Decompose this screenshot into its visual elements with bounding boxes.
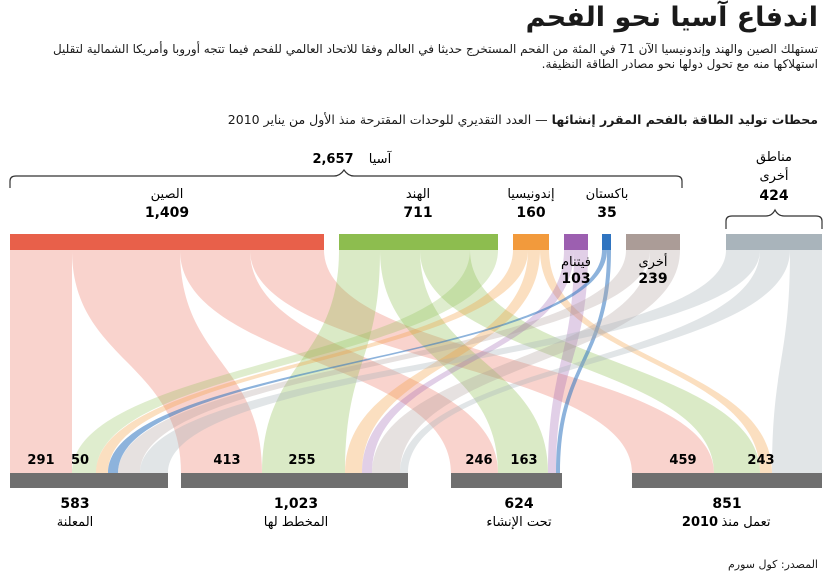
- value-asia-other: 239: [638, 271, 667, 287]
- flow-pakistan-construction: [556, 250, 611, 473]
- operating-label-2: 2010: [682, 515, 718, 530]
- bar-indonesia: [513, 234, 549, 250]
- planned-label: المخطط لها: [264, 515, 329, 530]
- flow-china-announced: [10, 250, 72, 473]
- label-indonesia: إندونيسيا: [507, 187, 554, 202]
- announced-asia-value: 50: [71, 453, 89, 468]
- construction-india-value: 163: [510, 453, 537, 468]
- flow-asia-other-planned: [372, 250, 680, 473]
- bar-planned: [181, 473, 408, 488]
- flow-india-planned: [262, 250, 380, 473]
- other-regions-brace: [725, 208, 823, 229]
- page-title: اندفاع آسيا نحو الفحم: [525, 2, 818, 33]
- chart-heading-bold: محطات توليد الطاقة بالفحم المقرر إنشائها: [551, 112, 818, 127]
- label-vietnam: فيتنام: [561, 255, 591, 270]
- bar-other-regions: [726, 234, 822, 250]
- label-pakistan: باكستان: [586, 187, 629, 202]
- asia-brace: [9, 168, 683, 188]
- flow-vietnam-planned: [362, 250, 574, 473]
- operating-other-value: 243: [747, 453, 774, 468]
- bar-asia-other: [626, 234, 680, 250]
- label-india: الهند: [406, 187, 430, 202]
- operating-china-value: 459: [669, 453, 696, 468]
- announced-china-value: 291: [27, 453, 54, 468]
- announced-total: 583: [60, 496, 89, 512]
- bar-china: [10, 234, 324, 250]
- flow-indonesia-operating: [540, 250, 772, 473]
- flow-other-regions-planned: [400, 250, 790, 473]
- operating-label-1: تعمل منذ: [721, 515, 770, 530]
- bar-operating: [632, 473, 822, 488]
- value-india: 711: [403, 205, 432, 221]
- bar-announced: [10, 473, 168, 488]
- operating-total: 851: [712, 496, 741, 512]
- flow-india-announced: [72, 250, 498, 473]
- value-indonesia: 160: [516, 205, 545, 221]
- value-vietnam: 103: [561, 271, 590, 287]
- label-asia-other: أخرى: [639, 253, 668, 270]
- flow-vietnam-construction: [548, 250, 588, 473]
- value-pakistan: 35: [597, 205, 616, 221]
- planned-india-value: 255: [288, 453, 315, 468]
- source-note: المصدر: كول سورم: [728, 558, 818, 571]
- flow-other-regions-announced: [140, 250, 760, 473]
- other-regions-value: 424: [759, 188, 788, 204]
- construction-total: 624: [504, 496, 533, 512]
- construction-label: تحت الإنشاء: [486, 515, 552, 530]
- flow-indonesia-announced: [96, 250, 528, 473]
- asia-value: 2,657: [312, 152, 353, 167]
- chart-heading-rest: — العدد التقديري للوحدات المقترحة منذ ال…: [227, 112, 552, 127]
- source-value: كول سورم: [727, 558, 778, 571]
- planned-china-value: 413: [213, 453, 240, 468]
- bar-india: [339, 234, 498, 250]
- flow-china-planned: [72, 250, 262, 473]
- construction-china-value: 246: [465, 453, 492, 468]
- planned-total: 1,023: [274, 496, 318, 512]
- flow-india-operating: [420, 250, 760, 473]
- source-label: المصدر:: [780, 558, 818, 571]
- bar-vietnam: [564, 234, 588, 250]
- value-china: 1,409: [145, 205, 189, 221]
- asia-label: آسيا: [369, 150, 393, 167]
- label-china: الصين: [151, 187, 184, 202]
- flow-india-construction: [380, 250, 548, 473]
- bar-under-construction: [451, 473, 562, 488]
- flow-other-regions-operating: [772, 250, 822, 473]
- flow-china-operating: [250, 250, 714, 473]
- chart-heading: محطات توليد الطاقة بالفحم المقرر إنشائها…: [228, 112, 818, 127]
- announced-label: المعلنة: [57, 515, 94, 530]
- flow-china-construction: [180, 250, 498, 473]
- flow-layer: [10, 250, 822, 473]
- flow-pakistan-announced: [108, 250, 607, 473]
- subtitle: تستهلك الصين والهند وإندونيسيا الآن 71 ف…: [52, 42, 818, 71]
- other-regions-label-2: أخرى: [760, 167, 789, 184]
- flow-asia-other-announced: [118, 250, 650, 473]
- flow-indonesia-planned: [345, 250, 540, 473]
- bar-pakistan: [602, 234, 611, 250]
- other-regions-label-1: مناطق: [756, 150, 792, 165]
